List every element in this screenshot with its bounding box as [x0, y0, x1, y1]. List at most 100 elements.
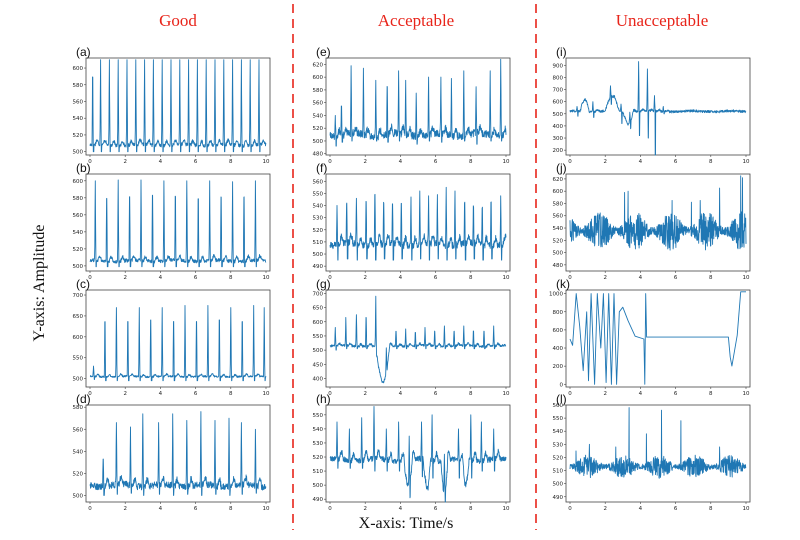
x-tick-label: 6	[434, 159, 438, 165]
y-tick-label: 400	[553, 124, 564, 130]
x-tick-label: 4	[399, 159, 403, 165]
signal-trace	[569, 175, 747, 251]
y-tick-label: 530	[553, 442, 564, 448]
x-tick-label: 2	[363, 391, 367, 397]
y-tick-label: 540	[73, 116, 84, 122]
x-tick-label: 0	[568, 275, 572, 281]
panel-frame	[85, 173, 271, 272]
x-tick-label: 10	[263, 159, 270, 165]
x-tick-label: 4	[399, 391, 403, 397]
x-tick-label: 6	[194, 391, 198, 397]
y-tick-label: 560	[73, 213, 84, 219]
y-tick-label: 600	[313, 320, 324, 326]
y-tick-label: 540	[313, 427, 324, 433]
x-tick-label: 2	[123, 275, 127, 281]
panel-label: (c)	[76, 277, 90, 291]
x-tick-label: 10	[743, 506, 750, 512]
y-tick-label: 800	[553, 310, 564, 316]
y-tick-label: 540	[313, 204, 324, 210]
y-tick-label: 580	[553, 201, 564, 207]
y-tick-label: 550	[313, 334, 324, 340]
y-tick-label: 800	[553, 75, 564, 81]
x-tick-label: 8	[709, 506, 713, 512]
column-title-good: Good	[159, 11, 197, 30]
x-tick-label: 10	[263, 275, 270, 281]
signal-trace	[89, 305, 267, 382]
y-tick-label: 620	[313, 62, 324, 68]
x-tick-label: 4	[159, 506, 163, 512]
signal-trace	[329, 58, 507, 147]
y-tick-label: 540	[313, 113, 324, 119]
y-tick-label: 520	[313, 228, 324, 234]
y-tick-label: 480	[313, 152, 324, 158]
y-tick-label: 600	[553, 328, 564, 334]
x-tick-label: 6	[674, 506, 678, 512]
x-tick-label: 0	[88, 275, 92, 281]
signal-trace	[569, 61, 747, 156]
y-tick-label: 580	[73, 83, 84, 89]
x-tick-label: 4	[639, 275, 643, 281]
y-tick-label: 700	[553, 88, 564, 94]
x-tick-label: 0	[568, 159, 572, 165]
x-tick-label: 2	[603, 275, 607, 281]
column-title-unacceptable: Unacceptable	[616, 11, 709, 30]
y-tick-label: 500	[313, 252, 324, 258]
y-tick-label: 520	[313, 455, 324, 461]
x-tick-label: 8	[709, 159, 713, 165]
y-tick-label: 450	[313, 362, 324, 368]
signal-trace	[569, 291, 746, 385]
x-tick-label: 10	[743, 391, 750, 397]
x-tick-label: 8	[229, 391, 233, 397]
y-tick-label: 520	[553, 455, 564, 461]
x-tick-label: 2	[603, 506, 607, 512]
y-tick-label: 580	[73, 405, 84, 411]
y-tick-label: 600	[553, 100, 564, 106]
x-tick-label: 10	[503, 159, 510, 165]
x-tick-label: 6	[674, 159, 678, 165]
y-tick-label: 550	[313, 413, 324, 419]
y-tick-label: 490	[553, 495, 564, 501]
y-tick-label: 550	[73, 356, 84, 362]
y-tick-label: 500	[313, 139, 324, 145]
x-tick-label: 10	[503, 275, 510, 281]
x-axis-title: X-axis: Time/s	[359, 515, 454, 532]
panel-label: (i)	[556, 45, 567, 59]
x-tick-label: 2	[363, 506, 367, 512]
panel-frame	[85, 57, 271, 156]
x-tick-label: 4	[159, 159, 163, 165]
signal-trace	[329, 405, 507, 503]
y-tick-label: 500	[73, 264, 84, 270]
panel-frame	[565, 289, 751, 388]
panel-a: (a) 0 2 4 6 8 10 500 520 540 560 580 600	[73, 45, 271, 165]
y-tick-label: 500	[73, 150, 84, 156]
y-tick-label: 400	[553, 346, 564, 352]
y-tick-label: 500	[553, 251, 564, 257]
x-tick-label: 2	[363, 159, 367, 165]
x-tick-label: 4	[639, 506, 643, 512]
signal-trace	[89, 411, 267, 496]
column-title-acceptable: Acceptable	[378, 11, 454, 30]
x-tick-label: 8	[229, 506, 233, 512]
y-tick-label: 500	[553, 482, 564, 488]
y-tick-label: 580	[313, 88, 324, 94]
x-tick-label: 8	[229, 275, 233, 281]
y-tick-label: 580	[73, 196, 84, 202]
x-tick-label: 6	[434, 391, 438, 397]
y-tick-label: 560	[553, 403, 564, 409]
x-tick-label: 2	[123, 506, 127, 512]
panel-e: (e) 0 2 4 6 8 10 480 500 520 540 560 580 600 620	[313, 45, 511, 165]
x-tick-label: 10	[743, 275, 750, 281]
y-tick-label: 520	[553, 238, 564, 244]
y-tick-label: 600	[73, 179, 84, 185]
panel-label: (a)	[76, 45, 91, 59]
x-tick-label: 4	[639, 159, 643, 165]
panel-label: (e)	[316, 45, 331, 59]
x-tick-label: 10	[263, 506, 270, 512]
y-tick-label: 600	[73, 335, 84, 341]
